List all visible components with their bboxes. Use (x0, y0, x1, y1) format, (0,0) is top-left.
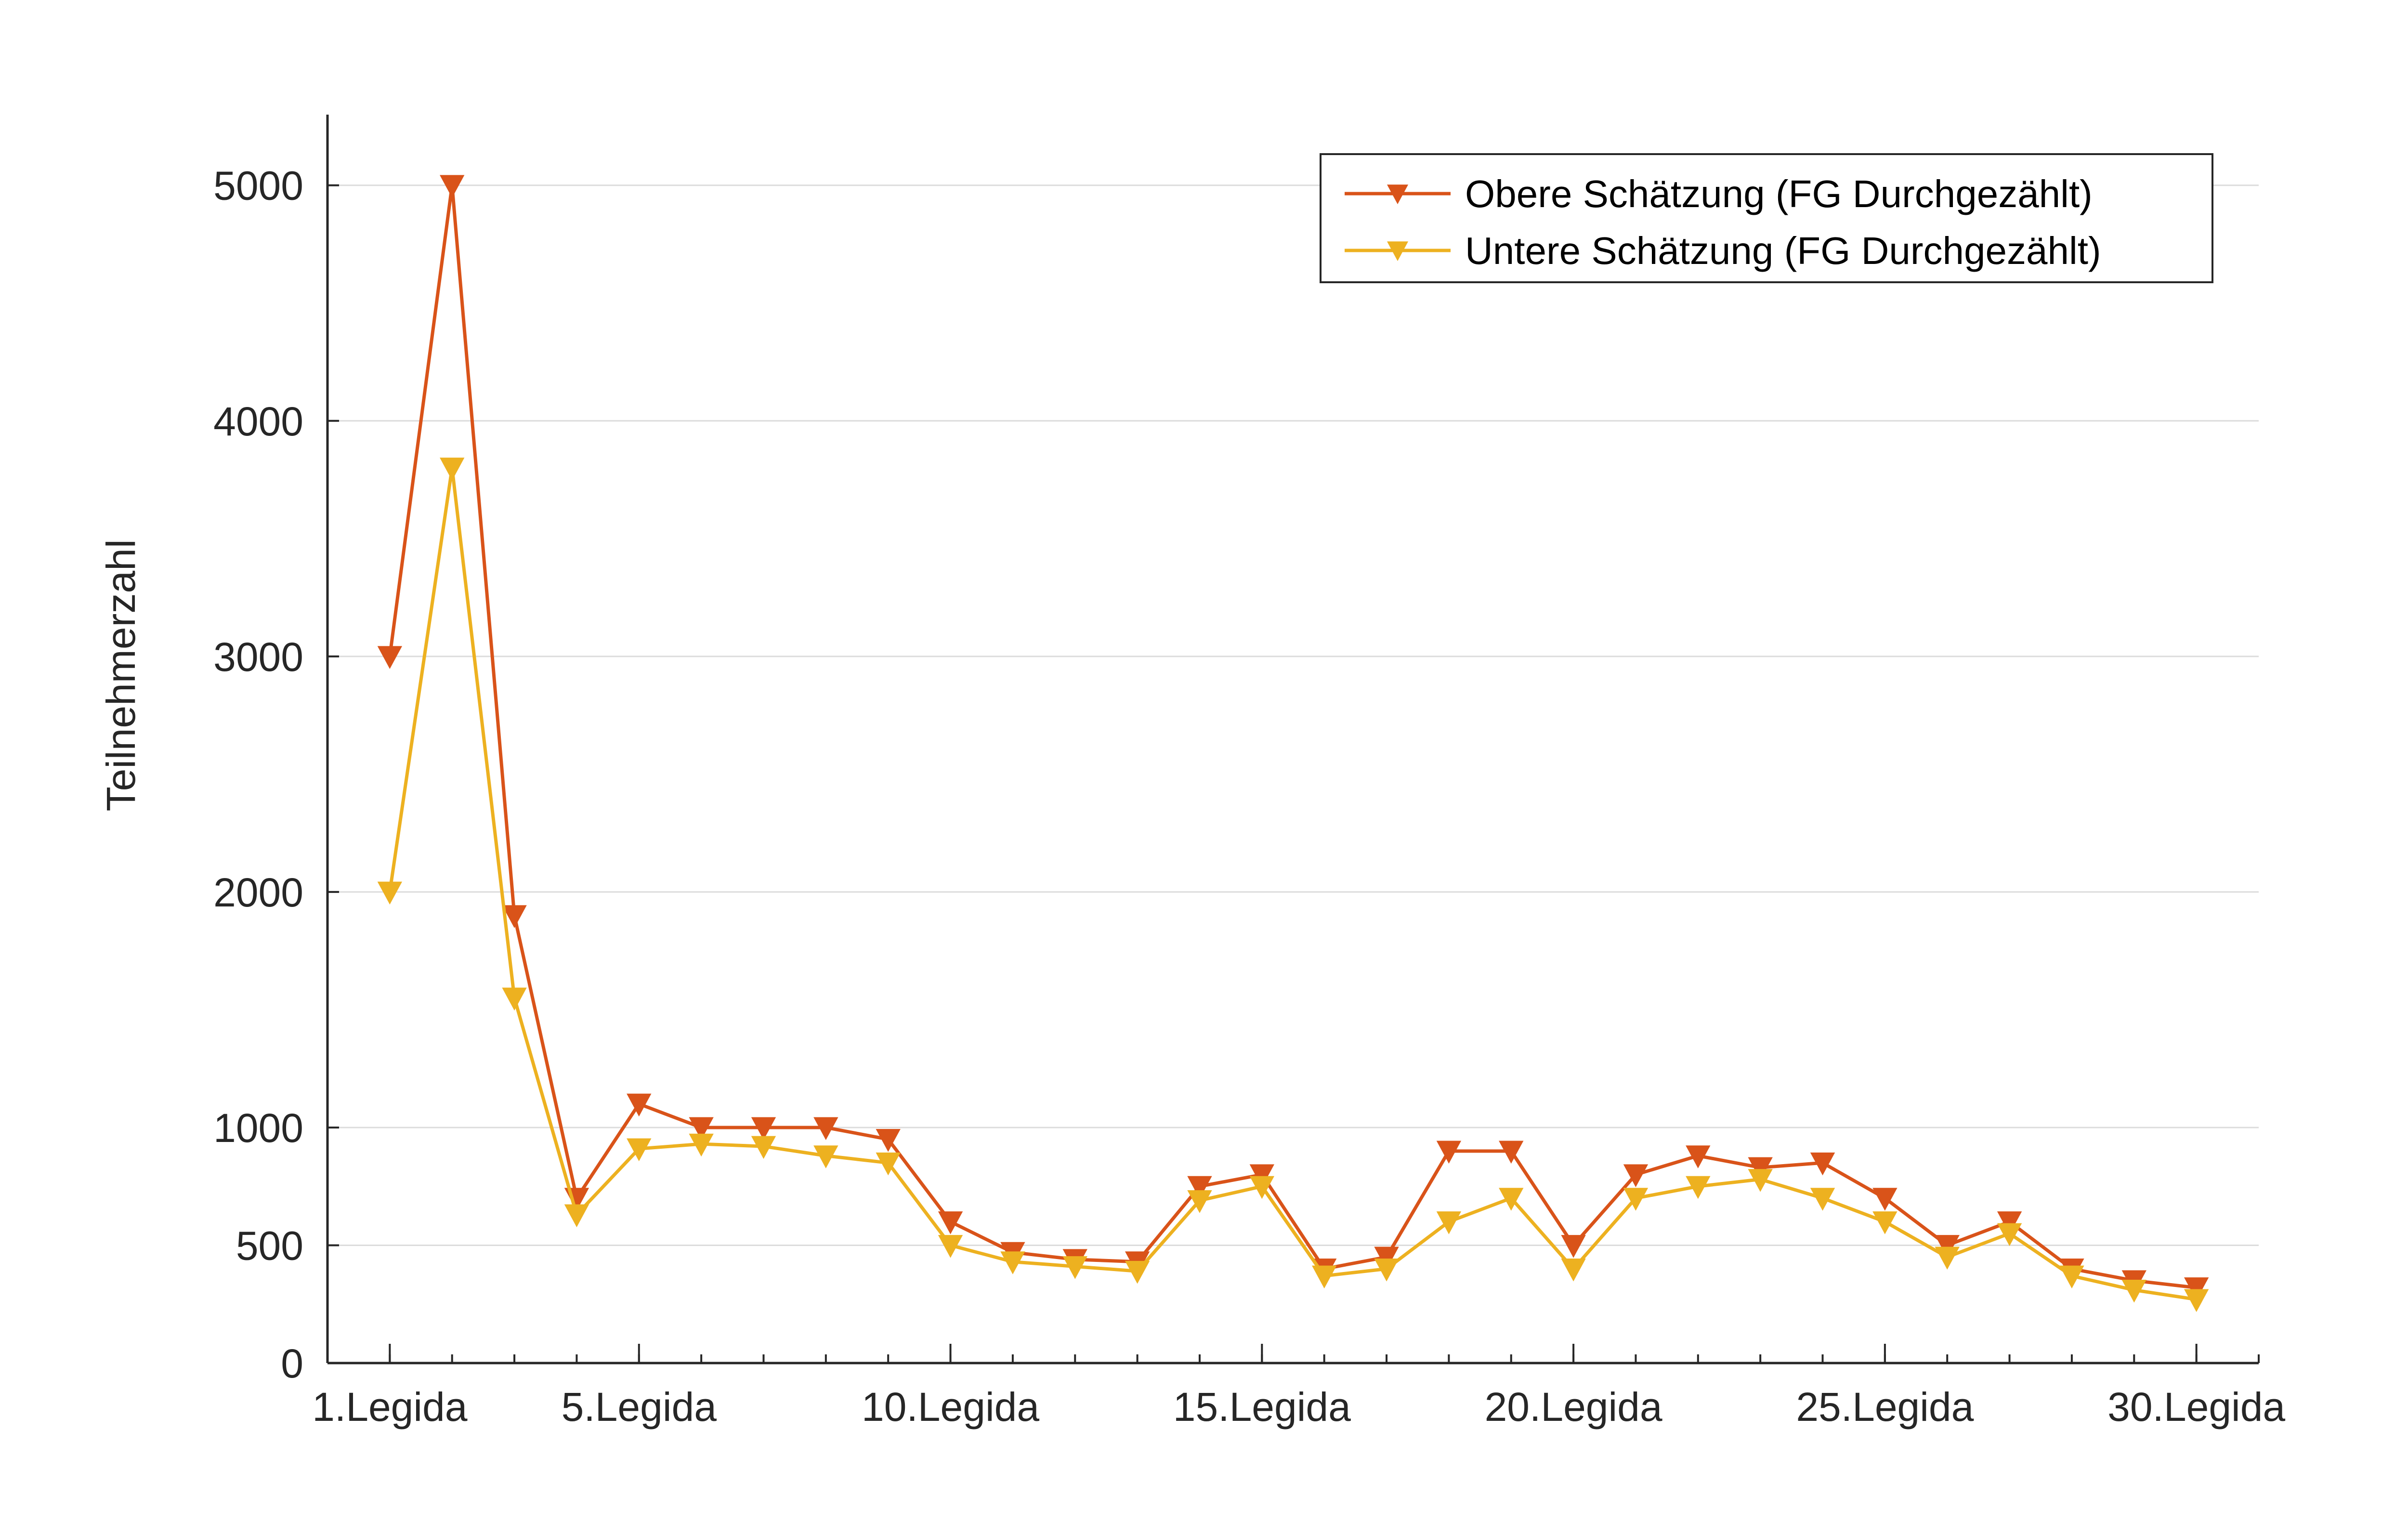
y-tick-label: 0 (281, 1341, 303, 1386)
series-line-2 (388, 466, 2197, 1301)
series-2-point (1686, 1176, 1711, 1199)
y-tick-label: 3000 (213, 634, 303, 680)
series-1-point (1436, 1141, 1462, 1164)
series-line-1 (388, 184, 2197, 1289)
series-1-point (751, 1117, 776, 1141)
x-tick-label: 10.Legida (862, 1384, 1039, 1430)
series-2-point (627, 1138, 652, 1162)
series-2-point (1997, 1223, 2022, 1246)
series-2-point (1623, 1188, 1649, 1211)
series-2-point (1499, 1188, 1524, 1211)
series-1-point (502, 905, 527, 928)
x-tick-label: 5.Legida (562, 1384, 717, 1430)
series-2-point (1810, 1188, 1835, 1211)
series-1-point (1935, 1235, 1960, 1258)
series-1-point (689, 1117, 714, 1141)
legend-entry-label: Obere Schätzung (FG Durchgezählt) (1465, 172, 2093, 215)
y-tick-label: 1000 (213, 1105, 303, 1151)
gridlines (327, 184, 2259, 1246)
series-1-point (1561, 1235, 1586, 1258)
y-tick-label: 500 (236, 1223, 303, 1268)
axes: 0 500 1000 2000 3000 4000 5000 1.Legida 5.Legida… (213, 115, 2285, 1430)
series-2-point (564, 1204, 589, 1227)
x-tick-label: 15.Legida (1173, 1384, 1351, 1430)
series-1-point (2184, 1277, 2209, 1300)
series-2-point (938, 1235, 963, 1258)
legend-box (1320, 153, 2213, 283)
x-tick-label: 20.Legida (1485, 1384, 1662, 1430)
series-1-point (813, 1117, 838, 1141)
series-2-point (1312, 1265, 1337, 1289)
series-1-point (876, 1128, 901, 1152)
series-2-point (876, 1152, 901, 1176)
series-1-point (1997, 1211, 2022, 1234)
x-tick-label: 30.Legida (2107, 1384, 2285, 1430)
series-2-point (377, 881, 403, 905)
series-1-point (627, 1093, 652, 1117)
series-1-point (1686, 1145, 1711, 1168)
y-axis-label: Teilnehmerzahl (98, 539, 144, 812)
series-2-point (751, 1136, 776, 1159)
legend-swatch-marker (1387, 184, 1408, 204)
series-1-point (1623, 1164, 1649, 1187)
x-tick-label: 25.Legida (1796, 1384, 1974, 1430)
series-2-point (1436, 1211, 1462, 1234)
series-1-point (1499, 1141, 1524, 1164)
y-tick-label: 2000 (213, 870, 303, 915)
series-2-point (1561, 1258, 1586, 1282)
series-2-point (1187, 1190, 1212, 1213)
legend: Obere Schätzung (FG Durchgezählt) Untere … (1320, 153, 2213, 283)
series-1-point (1872, 1188, 1898, 1211)
x-tick-label: 1.Legida (312, 1384, 468, 1430)
series-1-point (377, 646, 403, 669)
series-1-point (1748, 1157, 1773, 1181)
series-2-point (2184, 1289, 2209, 1312)
series-1-point (1810, 1152, 1835, 1176)
series-2-point (502, 987, 527, 1011)
series-1-point (1187, 1176, 1212, 1199)
legend-entry-label: Untere Schätzung (FG Durchgezählt) (1465, 229, 2101, 272)
legend-swatch-marker (1387, 241, 1408, 261)
series-2-point (1249, 1176, 1274, 1199)
series-2-point (440, 458, 465, 481)
data-series (377, 175, 2209, 1312)
series-1-point (440, 175, 465, 198)
series-2-point (1872, 1211, 1898, 1234)
series-2-point (2121, 1279, 2146, 1303)
series-2-point (689, 1133, 714, 1157)
series-2-point (1000, 1251, 1025, 1274)
series-2-point (1062, 1256, 1087, 1279)
series-2-point (1125, 1260, 1150, 1284)
series-1-point (1374, 1246, 1399, 1270)
y-tick-label: 5000 (213, 163, 303, 209)
y-tick-label: 4000 (213, 399, 303, 444)
series-2-point (1748, 1169, 1773, 1192)
series-1-point (938, 1211, 963, 1234)
series-1-point (1249, 1164, 1274, 1187)
series-2-point (1374, 1258, 1399, 1282)
series-2-point (1935, 1246, 1960, 1270)
series-2-point (2059, 1265, 2084, 1289)
series-2-point (813, 1145, 838, 1168)
